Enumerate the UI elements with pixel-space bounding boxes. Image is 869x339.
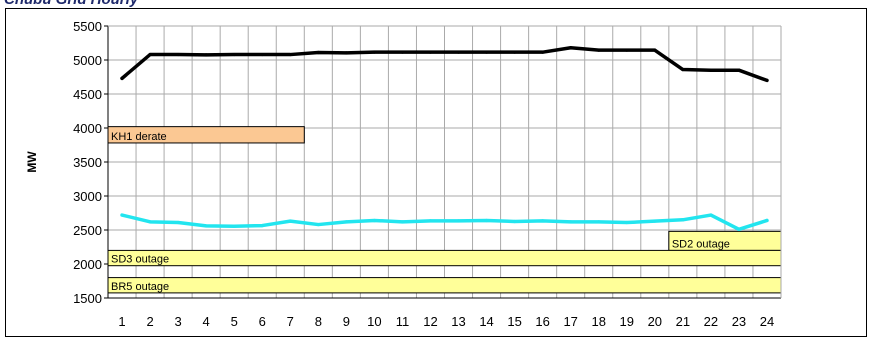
data-point [625,220,629,225]
x-tick-label: 22 [704,314,718,329]
x-tick-label: 23 [732,314,746,329]
x-tick-label: 18 [591,314,605,329]
annotation-box [107,249,782,267]
data-point [456,219,461,223]
data-point [176,220,180,225]
x-tick-label: 19 [620,314,634,329]
y-tick-label: 5000 [73,53,102,68]
data-point [260,223,264,228]
x-tick-label: 2 [146,314,153,329]
data-point [232,224,236,228]
data-point [737,227,741,231]
data-point [737,68,741,72]
x-tick-label: 11 [396,314,410,329]
x-tick-label: 1 [118,314,125,329]
data-point [765,78,769,82]
x-tick-label: 7 [287,314,294,329]
y-tick-label: 3000 [73,189,102,204]
data-point [653,48,657,52]
data-point [681,218,685,222]
data-point [344,51,348,55]
data-point [428,219,433,223]
x-tick-label: 15 [507,314,521,329]
data-point [709,213,713,217]
x-tick-label: 9 [343,314,350,329]
y-tick-label: 3500 [73,155,102,170]
data-point [541,219,545,223]
x-tick-label: 14 [479,314,493,329]
data-point [148,52,152,57]
series-line [120,213,769,232]
x-tick-label: 8 [315,314,322,329]
data-point [513,50,517,54]
x-tick-label: 17 [563,314,577,329]
data-point [513,219,517,224]
data-point [344,220,348,224]
data-point [625,48,629,52]
data-point [456,50,461,54]
data-point [260,52,264,57]
data-point [372,50,376,54]
data-point [484,50,489,54]
data-point [428,50,433,54]
chart-title-fragment: Chubu Grid Hourly [4,0,138,8]
data-point [120,213,124,217]
data-point [232,52,236,57]
data-point [148,220,152,224]
annotation-label: KH1 derate [111,131,167,143]
x-tick-label: 5 [231,314,238,329]
data-point [681,67,685,72]
x-tick-label: 13 [451,314,465,329]
data-point [176,52,180,57]
series-line [120,46,769,83]
data-point [120,76,124,80]
data-point [597,220,601,224]
y-tick-label: 4500 [73,87,102,102]
data-point [372,218,376,223]
annotation-label: SD2 outage [672,238,730,250]
data-point [316,50,320,55]
x-tick-label: 10 [367,314,381,329]
x-tick-label: 21 [676,314,690,329]
data-point [569,220,573,224]
data-point [400,220,405,224]
annotation-box [107,277,782,294]
y-axis-title: MW [25,151,39,173]
y-tick-label: 2000 [73,257,102,272]
x-tick-label: 16 [535,314,549,329]
x-tick-label: 20 [648,314,662,329]
data-point [316,222,320,227]
data-point [569,46,573,50]
data-point [541,50,545,54]
y-tick-label: 5500 [73,19,102,34]
data-point [709,68,713,72]
data-point [400,50,405,54]
annotation-label: SD3 outage [111,254,169,266]
x-tick-label: 24 [760,314,774,329]
y-tick-label: 1500 [73,291,102,306]
y-tick-label: 4000 [73,121,102,136]
x-tick-label: 12 [423,314,437,329]
data-point [765,218,769,223]
annotation-label: BR5 outage [111,281,169,293]
data-point [597,48,601,52]
x-tick-label: 6 [259,314,266,329]
data-point [288,52,292,57]
data-point [484,218,489,223]
data-point [204,53,208,57]
data-point [653,219,657,223]
y-tick-label: 2500 [73,223,102,238]
x-tick-label: 4 [203,314,210,329]
x-tick-label: 3 [174,314,181,329]
data-point [288,219,292,223]
data-point [204,224,208,228]
chart-title-clipped: Chubu Grid Hourly [0,0,420,9]
